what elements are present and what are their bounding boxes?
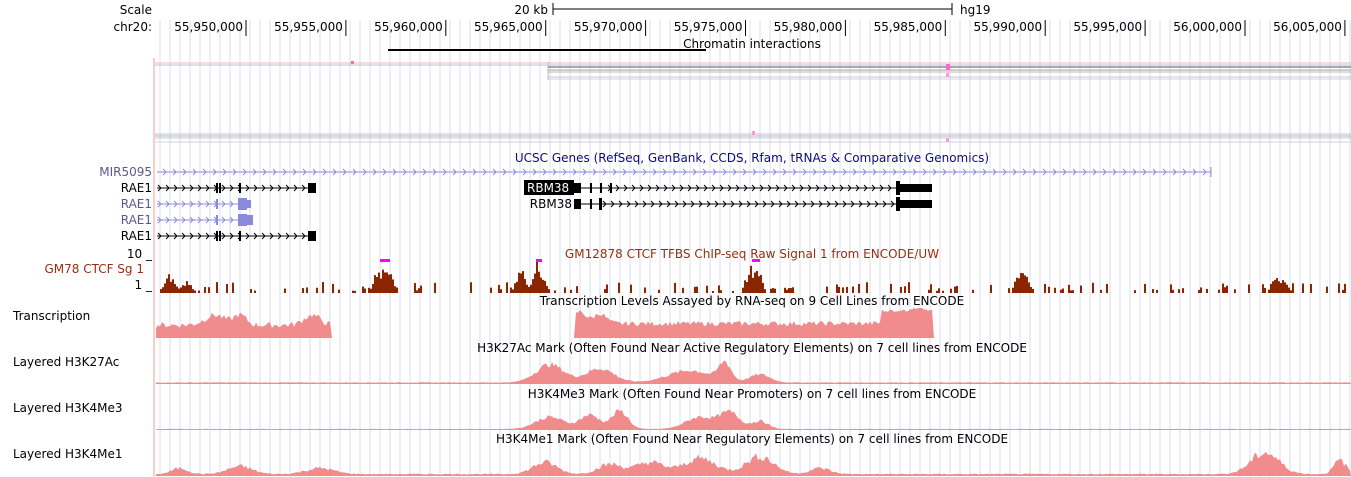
gene-label-rae1-3[interactable]: RAE1 — [121, 213, 152, 227]
ruler-tick-label: 55,985,000 — [874, 20, 943, 34]
h3k27ac-signal — [156, 360, 1351, 384]
transcription-track-title: Transcription Levels Assayed by RNA-seq … — [539, 294, 964, 308]
scale-value: 20 kb — [514, 3, 548, 17]
ctcf-signal-track[interactable]: 10 _ GM78 CTCF Sg 1 1 _ GM12878 CTCF TFB… — [44, 247, 1346, 293]
base-position-ruler[interactable]: Scale 20 kb hg19 chr20: 55,950,000 55,955… — [114, 3, 1346, 36]
h3k4me1-track[interactable]: Layered H3K4Me1 H3K4Me1 Mark (Often Foun… — [13, 432, 1351, 476]
gene-rae1-2[interactable] — [157, 198, 251, 210]
gene-mir5095[interactable] — [157, 167, 1212, 177]
ctcf-min-tick: 1 _ — [135, 278, 153, 292]
gridlines — [159, 20, 1351, 477]
ruler-tick-label: 56,005,000 — [1273, 20, 1342, 34]
ruler-tick-label: 55,995,000 — [1073, 20, 1142, 34]
scale-bar — [552, 3, 953, 15]
assembly-label: hg19 — [960, 3, 991, 17]
ctcf-track-title: GM12878 CTCF TFBS ChIP-seq Raw Signal 1 … — [565, 247, 939, 261]
gene-label-rbm38-1: RBM38 — [527, 181, 569, 195]
h3k4me1-track-label[interactable]: Layered H3K4Me1 — [13, 447, 123, 461]
h3k27ac-track[interactable]: Layered H3K27Ac H3K27Ac Mark (Often Foun… — [13, 341, 1351, 384]
h3k4me3-track-title: H3K4Me3 Mark (Often Found Near Promoters… — [528, 387, 977, 401]
gene-rae1-3[interactable] — [157, 214, 253, 226]
ctcf-signal-bars — [160, 259, 1346, 293]
h3k4me3-signal — [156, 409, 1351, 430]
transcription-signal — [156, 308, 934, 338]
scale-label: Scale — [120, 3, 152, 17]
chromatin-track-title: Chromatin interactions — [683, 37, 821, 51]
h3k4me3-track-label[interactable]: Layered H3K4Me3 — [13, 401, 123, 415]
interaction-lines — [155, 61, 1351, 143]
chromatin-interactions-track[interactable]: Chromatin interactions — [155, 37, 1351, 143]
h3k27ac-track-title: H3K27Ac Mark (Often Found Near Active Re… — [477, 341, 1027, 355]
transcription-track-label[interactable]: Transcription — [12, 309, 90, 323]
h3k4me3-track[interactable]: Layered H3K4Me3 H3K4Me3 Mark (Often Foun… — [13, 387, 1351, 430]
ruler-tick-label: 55,965,000 — [474, 20, 543, 34]
ctcf-max-tick: 10 _ — [127, 247, 153, 261]
ruler-tick-label: 55,970,000 — [574, 20, 643, 34]
ruler-tick-label: 55,955,000 — [274, 20, 343, 34]
gene-rbm38-2[interactable]: RBM38 — [530, 197, 932, 211]
ucsc-genes-track[interactable]: UCSC Genes (RefSeq, GenBank, CCDS, Rfam,… — [99, 151, 1212, 243]
gene-rae1-4[interactable] — [157, 231, 316, 241]
gene-label-rae1-2[interactable]: RAE1 — [121, 197, 152, 211]
gene-label-rae1-1[interactable]: RAE1 — [121, 181, 152, 195]
ruler-tick-label: 55,960,000 — [374, 20, 443, 34]
gene-label-rbm38-2: RBM38 — [530, 197, 572, 211]
h3k4me1-track-title: H3K4Me1 Mark (Often Found Near Regulator… — [496, 432, 1008, 446]
gene-rbm38-1[interactable]: RBM38 — [524, 180, 932, 195]
gene-rae1-1[interactable] — [157, 183, 316, 193]
ruler-tick-label: 56,000,000 — [1173, 20, 1242, 34]
chrom-label: chr20: — [114, 20, 152, 34]
ruler-tick-label: 55,980,000 — [774, 20, 843, 34]
gene-label-mir5095[interactable]: MIR5095 — [99, 165, 152, 179]
ruler-tick-label: 55,975,000 — [674, 20, 743, 34]
h3k27ac-track-label[interactable]: Layered H3K27Ac — [13, 355, 119, 369]
ruler-tick-label: 55,990,000 — [973, 20, 1042, 34]
gene-label-rae1-4[interactable]: RAE1 — [121, 229, 152, 243]
transcription-track[interactable]: Transcription Transcription Levels Assay… — [12, 294, 964, 338]
ruler-tick-label: 55,950,000 — [174, 20, 243, 34]
ctcf-track-label[interactable]: GM78 CTCF Sg 1 — [44, 262, 144, 276]
ucsc-genes-title: UCSC Genes (RefSeq, GenBank, CCDS, Rfam,… — [515, 151, 989, 165]
ruler-ticks: 55,950,000 55,955,000 55,960,000 55,965,000… — [174, 20, 1346, 36]
h3k4me1-signal — [156, 451, 1351, 476]
